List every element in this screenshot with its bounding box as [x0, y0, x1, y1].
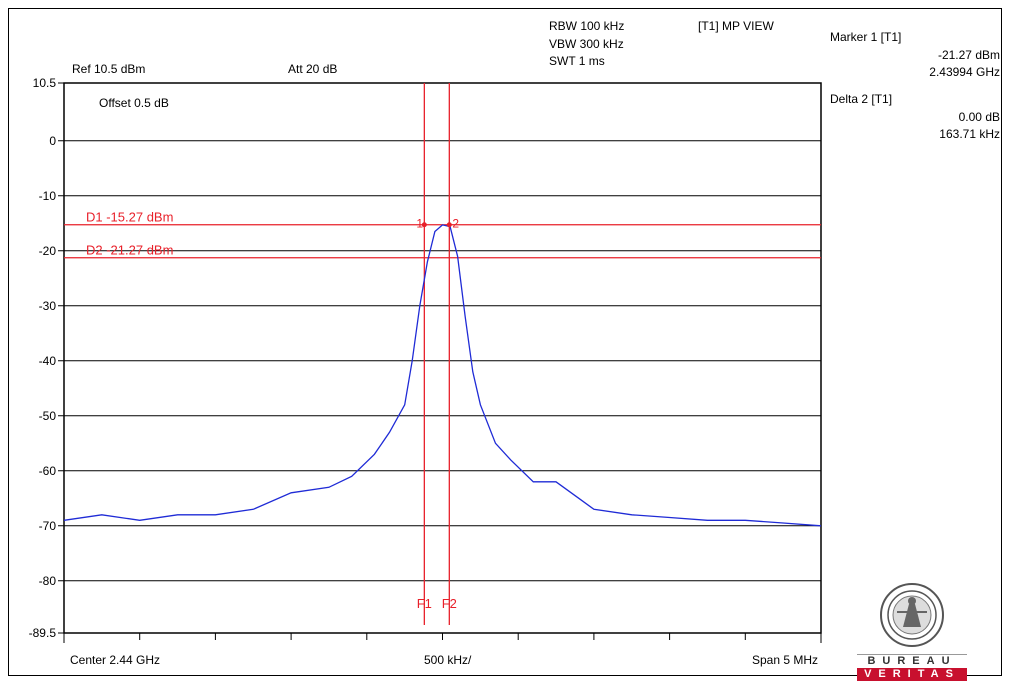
y-tick-label: -30: [39, 299, 57, 313]
plot-area: [63, 82, 822, 634]
y-tick-label: 0: [49, 134, 56, 148]
attenuation-label: Att 20 dB: [288, 62, 338, 76]
seal-icon: [880, 583, 944, 647]
frequency-line-label: F2: [442, 596, 457, 611]
display-line-label: D1 -15.27 dBm: [86, 210, 173, 225]
y-tick-label: -80: [39, 574, 57, 588]
analyzer-frame: [8, 8, 1002, 676]
bureau-text: BUREAU: [857, 654, 967, 668]
marker-point: [446, 222, 452, 228]
vbw-label: VBW 300 kHz: [549, 37, 624, 51]
y-tick-label: -50: [39, 409, 57, 423]
rbw-label: RBW 100 kHz: [549, 19, 625, 33]
marker-point: [421, 222, 427, 228]
delta2-label: Delta 2 [T1]: [830, 92, 893, 106]
center-frequency-label: Center 2.44 GHz: [70, 653, 161, 667]
y-tick-label: -20: [39, 244, 57, 258]
offset-label: Offset 0.5 dB: [99, 96, 169, 110]
y-tick-label: 10.5: [33, 76, 57, 90]
marker1-frequency: 2.43994 GHz: [929, 65, 1000, 79]
veritas-band: VERITAS: [857, 668, 967, 681]
frequency-line-label: F1: [417, 596, 432, 611]
view-label: [T1] MP VIEW: [698, 19, 774, 33]
marker1-level: -21.27 dBm: [937, 48, 1000, 62]
span-label: Span 5 MHz: [751, 653, 818, 667]
swt-label: SWT 1 ms: [549, 54, 605, 68]
marker-point-label: 2: [452, 217, 459, 231]
y-tick-label: -70: [39, 519, 57, 533]
delta2-level: 0.00 dB: [958, 110, 1000, 124]
y-tick-label: -89.5: [29, 626, 57, 640]
display-line-label: D2 -21.27 dBm: [86, 243, 173, 258]
ref-level-label: Ref 10.5 dBm: [72, 62, 146, 76]
division-label: 500 kHz/: [424, 653, 472, 667]
y-tick-label: -10: [39, 189, 57, 203]
trace-line: [63, 224, 822, 527]
y-tick-label: -40: [39, 354, 57, 368]
marker1-label: Marker 1 [T1]: [830, 30, 902, 44]
delta2-frequency: 163.71 kHz: [939, 127, 1000, 141]
marker-point-label: 1: [416, 217, 423, 231]
bureau-veritas-logo: BUREAU VERITAS: [857, 582, 967, 681]
y-tick-label: -60: [39, 464, 57, 478]
